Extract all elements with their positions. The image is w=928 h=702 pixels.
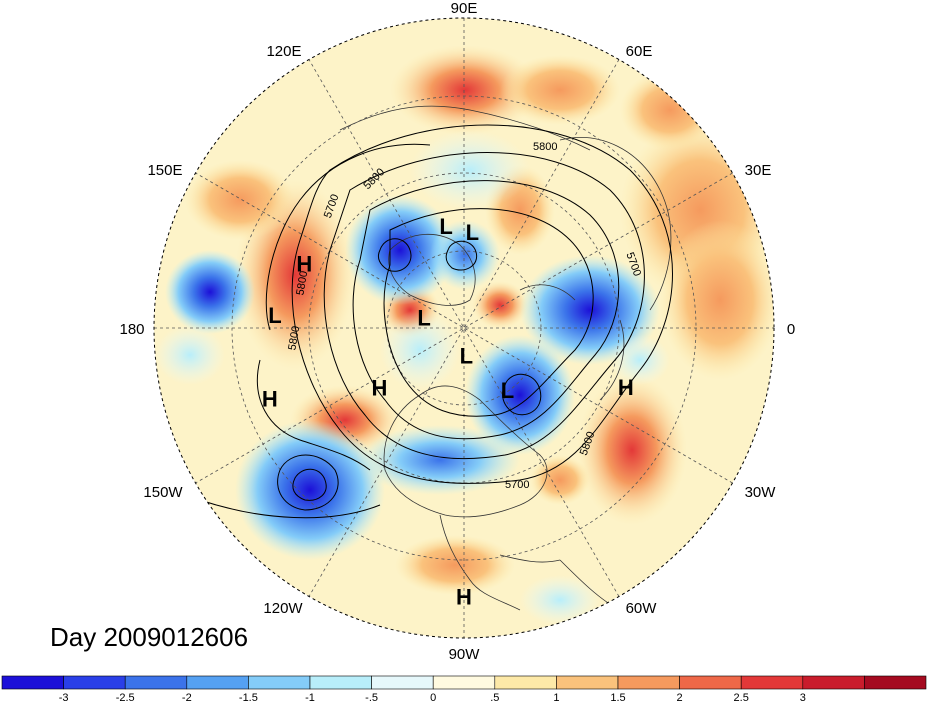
colorbar-tick-label: 1 <box>553 692 559 702</box>
high-pressure-marker: H <box>296 252 312 277</box>
colorbar-swatch <box>248 675 311 690</box>
lon-label-150e: 150E <box>147 162 182 179</box>
colorbar-swatch <box>617 675 680 690</box>
colorbar-swatch <box>1 675 64 690</box>
colorbar-tick-label: 2 <box>677 692 683 702</box>
lon-label-90w: 90W <box>449 646 481 663</box>
colorbar-tick-label: 0 <box>430 692 436 702</box>
contour-label: 5700 <box>505 479 529 491</box>
colorbar-tick-label: -.5 <box>365 692 378 702</box>
colorbar-swatch <box>864 675 927 690</box>
low-pressure-marker: L <box>417 305 430 330</box>
colorbar-swatch <box>679 675 742 690</box>
colorbar-tick-label: 3 <box>800 692 806 702</box>
coastlines <box>339 105 672 611</box>
colorbar-tick-label: -1.5 <box>239 692 258 702</box>
lon-label-120w: 120W <box>263 600 303 617</box>
low-pressure-marker: L <box>268 303 281 328</box>
day-label: Day 2009012606 <box>50 622 248 652</box>
height-contours <box>199 124 673 519</box>
lon-label-60w: 60W <box>626 600 658 617</box>
low-pressure-marker: L <box>439 214 452 239</box>
contour-label: 5800 <box>294 270 310 296</box>
colorbar-swatch <box>556 675 619 690</box>
colorbar-swatch <box>63 675 126 690</box>
colorbar-swatch <box>494 675 557 690</box>
colorbar-tick-label: 2.5 <box>734 692 749 702</box>
colorbar-swatch <box>124 675 188 690</box>
lon-label-150w: 150W <box>143 484 183 501</box>
high-pressure-marker: H <box>456 585 472 610</box>
colorbar-swatch <box>371 675 434 690</box>
colorbar-tick-label: -1 <box>305 692 315 702</box>
anomaly-field <box>154 18 774 638</box>
colorbar-swatch <box>309 675 372 690</box>
map-boundary <box>153 17 775 639</box>
lon-label-30w: 30W <box>745 484 777 501</box>
high-pressure-marker: H <box>618 375 634 400</box>
lon-label-30e: 30E <box>745 162 772 179</box>
high-pressure-marker: H <box>371 375 387 400</box>
colorbar-tick-label: .5 <box>490 692 499 702</box>
contour-label: 5800 <box>533 141 557 153</box>
colorbar-tick-label: -3 <box>59 692 69 702</box>
longitude-labels: 90E 60E 30E 0 30W 60W 90W 120W 150W 180 … <box>119 0 795 663</box>
colorbar: -3 -2.5 -2 -1.5 -1 -.5 0 .5 1 1.5 2 2.5 3 <box>1 675 927 702</box>
colorbar-tick-label: 1.5 <box>610 692 625 702</box>
contour-label: 5800 <box>286 325 302 351</box>
lon-label-0: 0 <box>787 321 795 338</box>
lon-label-120e: 120E <box>266 43 301 60</box>
colorbar-swatch <box>432 675 496 690</box>
low-pressure-marker: L <box>460 344 473 369</box>
colorbar-swatch <box>186 675 249 690</box>
high-pressure-marker: H <box>262 387 278 412</box>
lon-label-90e: 90E <box>451 0 478 17</box>
colorbar-tick-label: -2 <box>182 692 192 702</box>
colorbar-swatch <box>740 675 804 690</box>
colorbar-swatch <box>802 675 865 690</box>
colorbar-tick-label: -2.5 <box>116 692 135 702</box>
lon-label-180: 180 <box>119 321 144 338</box>
low-pressure-marker: L <box>466 220 479 245</box>
low-pressure-marker: L <box>501 378 514 403</box>
lon-label-60e: 60E <box>626 43 653 60</box>
